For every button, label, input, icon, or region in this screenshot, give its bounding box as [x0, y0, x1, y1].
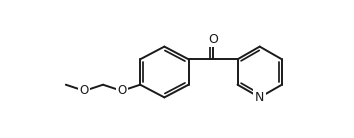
Text: O: O — [208, 33, 218, 46]
Text: O: O — [117, 84, 126, 97]
Text: N: N — [255, 91, 264, 104]
Text: O: O — [80, 84, 89, 97]
